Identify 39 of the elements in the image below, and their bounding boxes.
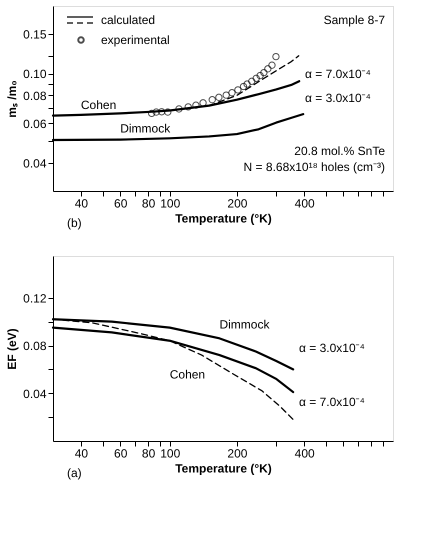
y-tick-label: 0.06 bbox=[23, 116, 47, 131]
x-tick-label: 80 bbox=[142, 446, 156, 460]
annotation: α = 3.0x10⁻⁴ bbox=[305, 91, 371, 105]
text: (a) bbox=[67, 466, 82, 480]
annotation: α = 7.0x10⁻⁴ bbox=[305, 67, 371, 81]
x-tick-label: 100 bbox=[160, 196, 181, 210]
x-tick-label: 60 bbox=[114, 446, 128, 460]
x-tick-label: 40 bbox=[74, 196, 88, 210]
x-tick-label: 200 bbox=[227, 446, 248, 460]
y-axis-title: mₛ /m₀ bbox=[5, 80, 20, 118]
annotation: 20.8 mol.% SnTe bbox=[294, 144, 386, 158]
y-tick-label: 0.10 bbox=[23, 67, 47, 82]
y-tick-label: 0.08 bbox=[23, 88, 47, 103]
y-tick-label: 0.04 bbox=[23, 386, 47, 401]
x-tick-label: 80 bbox=[142, 196, 156, 210]
y-axis-title: EF (eV) bbox=[5, 328, 20, 370]
series-label: Cohen bbox=[170, 368, 206, 382]
x-tick-label: 400 bbox=[294, 446, 315, 460]
annotation: α = 7.0x10⁻⁴ bbox=[299, 395, 365, 409]
series-label: Dimmock bbox=[120, 122, 172, 136]
y-tick-label: 0.12 bbox=[23, 291, 47, 306]
y-tick-label: 0.15 bbox=[23, 28, 47, 42]
x-axis-title: Temperature (°K) bbox=[175, 212, 272, 226]
x-tick-label: 60 bbox=[114, 196, 128, 210]
x-tick-label: 40 bbox=[74, 446, 88, 460]
legend-label: experimental bbox=[101, 33, 170, 47]
x-tick-label: 400 bbox=[294, 196, 315, 210]
x-tick-label: 200 bbox=[227, 196, 248, 210]
series-label: Dimmock bbox=[219, 317, 270, 332]
annotation: Sample 8-7 bbox=[324, 13, 386, 27]
x-tick-label: 100 bbox=[160, 446, 181, 460]
annotation: α = 3.0x10⁻⁴ bbox=[299, 341, 365, 355]
y-tick-label: 0.08 bbox=[23, 339, 47, 354]
text: (b) bbox=[67, 216, 82, 230]
y-tick-label: 0.04 bbox=[23, 156, 47, 170]
series-label: Cohen bbox=[80, 98, 116, 112]
annotation: N = 8.68x10¹⁸ holes (cm⁻³) bbox=[244, 160, 385, 174]
x-axis-title: Temperature (°K) bbox=[175, 462, 272, 476]
annotation: calculated bbox=[101, 13, 156, 27]
